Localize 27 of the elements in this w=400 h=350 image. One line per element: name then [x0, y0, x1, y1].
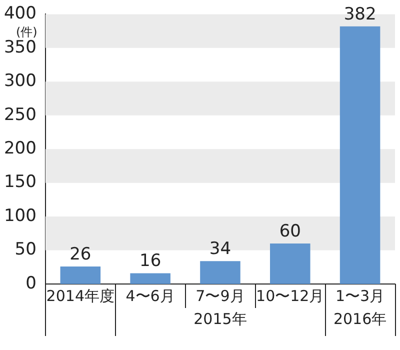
text: 2015年	[194, 310, 247, 328]
x-tick-label: 1〜3月	[336, 286, 385, 305]
bar	[340, 26, 380, 284]
y-tick-label: 400	[4, 4, 36, 24]
bar	[130, 273, 170, 284]
bar	[60, 266, 101, 284]
y-tick-label: 150	[4, 172, 36, 192]
y-tick-label: 250	[4, 104, 36, 125]
y-tick-label: 350	[4, 37, 36, 58]
bar	[200, 261, 240, 284]
data-label: 34	[209, 238, 232, 259]
x-tick-label: 4〜6月	[126, 286, 175, 305]
data-label: 60	[279, 221, 301, 242]
y-tick-label: 100	[4, 206, 36, 226]
bar	[270, 244, 310, 284]
x-tick-label: 7〜9月	[196, 286, 245, 305]
x-tick-label: 10〜12月	[256, 286, 324, 305]
data-label: 16	[139, 251, 162, 272]
y-axis-title: (件)	[16, 25, 38, 40]
data-label: 26	[70, 244, 92, 264]
data-label: 382	[344, 4, 376, 24]
x-tick-label: 2014年度	[46, 286, 114, 305]
y-tick-label: 200	[4, 138, 36, 159]
y-tick-label: 50	[14, 240, 36, 260]
text: 2016年	[333, 310, 387, 328]
y-tick-label: 300	[4, 71, 36, 92]
y-tick-label: 0	[26, 273, 36, 294]
